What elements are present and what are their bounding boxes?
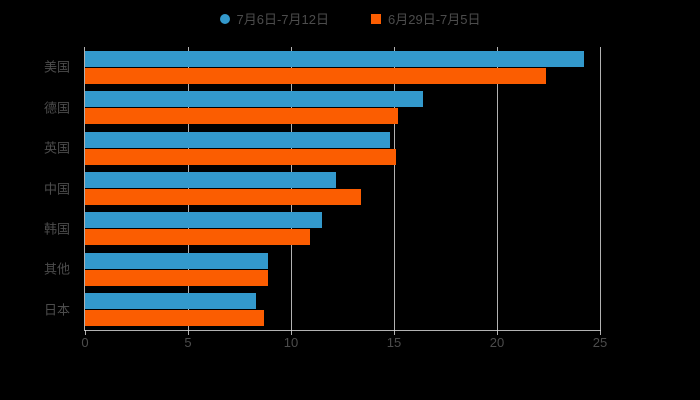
- gridline: [394, 47, 395, 330]
- y-tick-label: 德国: [43, 100, 70, 116]
- legend-marker-square-icon: [371, 14, 381, 24]
- y-axis-line: [84, 47, 85, 330]
- gridline: [497, 47, 498, 330]
- y-tick-label: 日本: [43, 302, 70, 318]
- x-tick-mark: [394, 330, 395, 335]
- x-tick-mark: [188, 330, 189, 335]
- legend-marker-circle-icon: [219, 14, 230, 24]
- bar[interactable]: [85, 108, 399, 125]
- x-axis-labels: 0 5 10 15 20 25: [81, 335, 607, 356]
- bar[interactable]: [85, 212, 322, 229]
- bar[interactable]: [85, 269, 269, 286]
- bar[interactable]: [85, 293, 256, 310]
- bar[interactable]: [85, 148, 397, 165]
- bar[interactable]: [85, 67, 547, 84]
- gridline: [291, 47, 292, 330]
- x-tick-label: 15: [386, 335, 402, 350]
- bar[interactable]: [85, 189, 362, 205]
- gridline: [188, 47, 189, 330]
- x-tick-label: 5: [184, 335, 192, 350]
- y-tick-label: 韩国: [43, 221, 70, 237]
- bar[interactable]: [85, 252, 269, 269]
- x-tick-mark: [85, 330, 86, 335]
- x-tick-mark: [291, 330, 292, 335]
- y-axis-labels: 美国德国英国中国韩国其他日本: [0, 47, 78, 330]
- x-tick-mark: [497, 330, 498, 335]
- bar[interactable]: [85, 50, 584, 67]
- x-tick-label: 0: [81, 335, 89, 350]
- gridline: [600, 47, 601, 330]
- y-tick-label: 中国: [43, 181, 70, 196]
- bar[interactable]: [85, 131, 390, 148]
- legend-label-series-1: 7月6日-7月12日: [236, 11, 329, 27]
- x-tick-label: 25: [592, 335, 608, 350]
- y-tick-label: 美国: [43, 59, 70, 75]
- x-axis-line: [84, 330, 601, 331]
- y-tick-label: 其他: [43, 261, 70, 277]
- x-tick-label: 10: [283, 335, 299, 350]
- bar[interactable]: [85, 310, 265, 327]
- y-tick-label: 英国: [43, 140, 70, 156]
- legend-entry-series-1[interactable]: 7月6日-7月12日: [219, 11, 329, 27]
- x-tick-mark: [600, 330, 601, 335]
- bar[interactable]: [85, 91, 423, 108]
- legend-label-series-2: 6月29日-7月5日: [388, 11, 481, 27]
- bar[interactable]: [85, 172, 337, 188]
- plot-area: [84, 47, 601, 335]
- x-tick-label: 20: [489, 335, 505, 350]
- legend-entry-series-2[interactable]: 6月29日-7月5日: [371, 13, 480, 26]
- bar[interactable]: [85, 229, 310, 246]
- chart-legend: 7月6日-7月12日 6月29日-7月5日: [0, 6, 700, 32]
